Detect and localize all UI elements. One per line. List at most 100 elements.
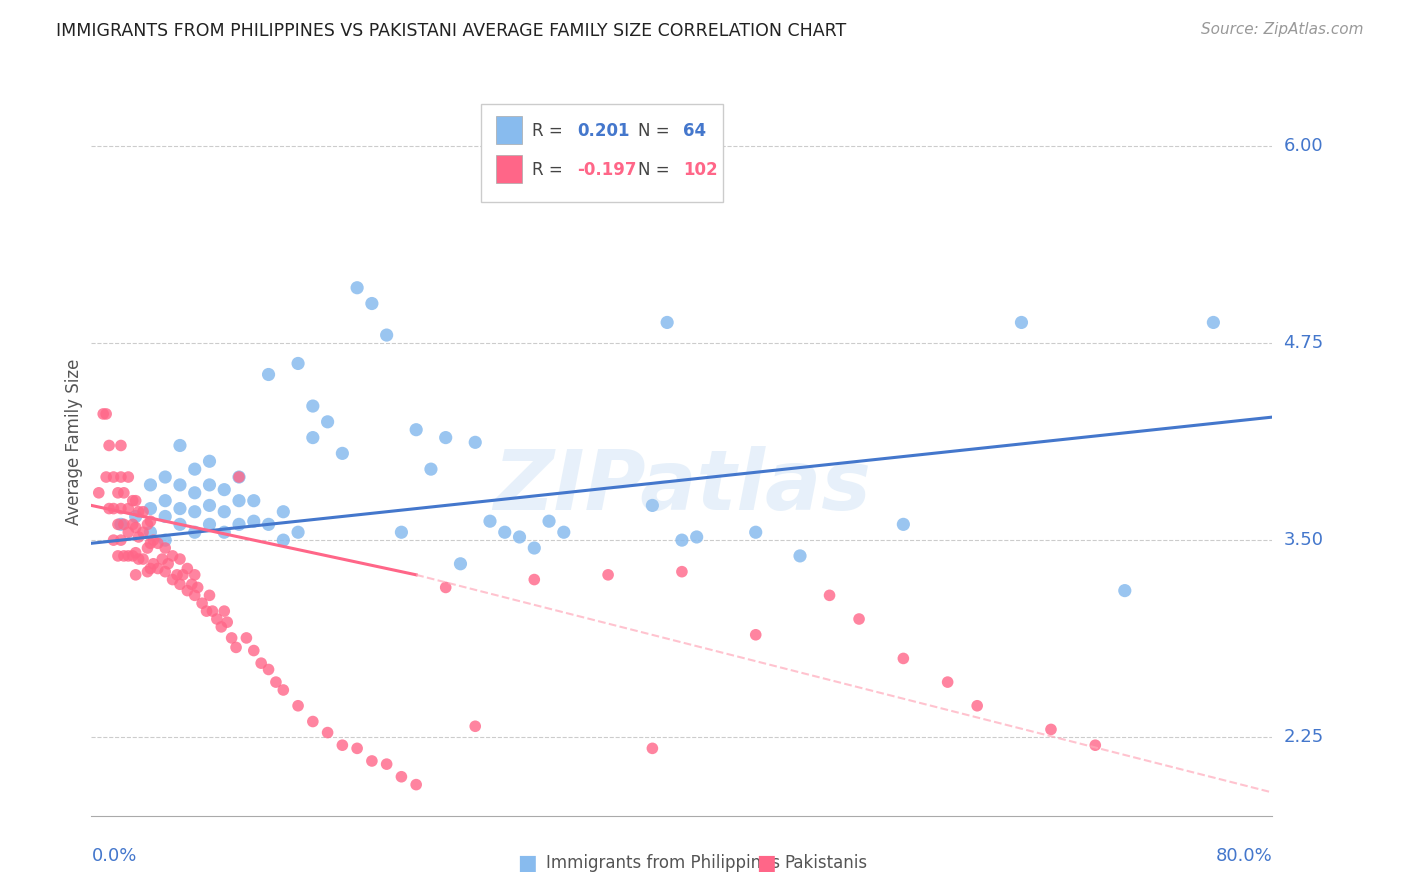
Point — [434, 431, 457, 445]
Point — [346, 741, 368, 756]
Point — [301, 431, 323, 445]
Point — [107, 549, 129, 563]
Point — [139, 514, 162, 528]
Point — [257, 368, 280, 382]
Point — [146, 561, 169, 575]
Point — [641, 741, 664, 756]
Point — [150, 552, 173, 566]
Point — [596, 567, 619, 582]
Point — [818, 588, 841, 602]
Point — [671, 565, 693, 579]
Point — [287, 356, 309, 370]
Point — [198, 517, 221, 532]
Point — [494, 525, 516, 540]
Text: N =: N = — [638, 161, 675, 178]
Point — [235, 631, 257, 645]
Point — [273, 533, 295, 548]
Point — [523, 541, 546, 555]
Point — [169, 517, 191, 532]
Point — [187, 581, 209, 595]
Point — [671, 533, 693, 548]
Point — [110, 501, 132, 516]
FancyBboxPatch shape — [496, 154, 523, 183]
Point — [360, 754, 382, 768]
Point — [464, 719, 486, 733]
Point — [257, 663, 280, 677]
Text: 0.0%: 0.0% — [91, 847, 136, 864]
Point — [107, 517, 129, 532]
Point — [124, 509, 148, 524]
Text: Source: ZipAtlas.com: Source: ZipAtlas.com — [1201, 22, 1364, 37]
Point — [96, 407, 118, 421]
Point — [183, 588, 207, 602]
Point — [128, 552, 150, 566]
Point — [191, 596, 214, 610]
Point — [1202, 315, 1225, 329]
Point — [183, 485, 207, 500]
Point — [243, 493, 266, 508]
Point — [110, 533, 132, 548]
Point — [966, 698, 988, 713]
Point — [157, 557, 180, 571]
Text: -0.197: -0.197 — [576, 161, 637, 178]
Point — [180, 577, 202, 591]
Point — [139, 561, 162, 575]
Point — [128, 505, 150, 519]
Point — [221, 631, 243, 645]
Point — [198, 588, 221, 602]
Point — [228, 470, 250, 484]
Point — [124, 493, 148, 508]
Point — [450, 557, 472, 571]
Point — [685, 530, 707, 544]
Point — [375, 757, 398, 772]
Point — [346, 281, 368, 295]
Point — [183, 525, 207, 540]
Point — [169, 501, 191, 516]
Point — [848, 612, 870, 626]
Text: 102: 102 — [683, 161, 717, 178]
Point — [243, 514, 266, 528]
Point — [214, 483, 236, 497]
Point — [893, 651, 915, 665]
Point — [117, 525, 139, 540]
Point — [553, 525, 575, 540]
Point — [316, 725, 339, 739]
Point — [301, 714, 323, 729]
Point — [146, 536, 169, 550]
Point — [198, 499, 221, 513]
Point — [509, 530, 531, 544]
Point — [124, 546, 148, 560]
Point — [419, 462, 441, 476]
Point — [301, 399, 323, 413]
Point — [142, 533, 165, 548]
Point — [936, 675, 959, 690]
Point — [132, 505, 155, 519]
Point — [112, 517, 135, 532]
Point — [139, 536, 162, 550]
Point — [132, 552, 155, 566]
Point — [139, 525, 162, 540]
Point — [214, 505, 236, 519]
Point — [201, 604, 224, 618]
Point — [264, 675, 287, 690]
Point — [217, 615, 239, 629]
Point — [893, 517, 915, 532]
Point — [121, 549, 143, 563]
Point — [228, 517, 250, 532]
Point — [112, 549, 135, 563]
Point — [103, 533, 125, 548]
Point — [183, 567, 207, 582]
Point — [1040, 723, 1063, 737]
Point — [287, 525, 309, 540]
Text: 6.00: 6.00 — [1284, 136, 1323, 155]
Text: 4.75: 4.75 — [1284, 334, 1324, 352]
Point — [478, 514, 502, 528]
Point — [166, 567, 188, 582]
Point — [169, 478, 191, 492]
Point — [121, 517, 143, 532]
Point — [273, 505, 295, 519]
Point — [389, 770, 413, 784]
Point — [360, 296, 382, 310]
Point — [464, 435, 486, 450]
Point — [332, 738, 354, 752]
